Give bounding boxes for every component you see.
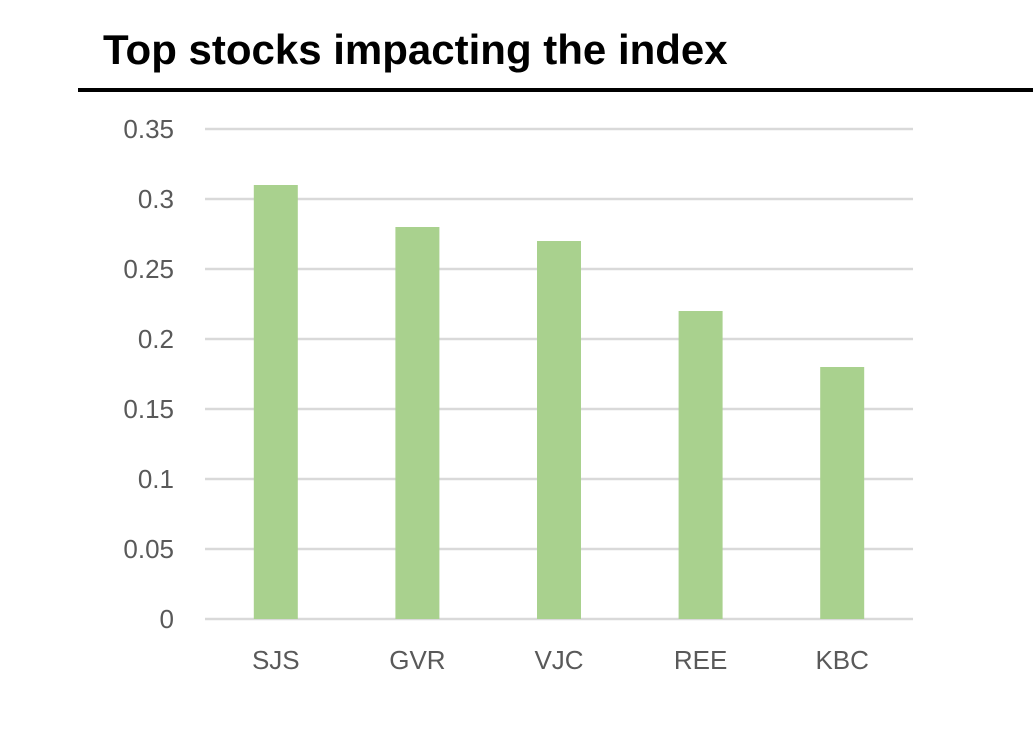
y-tick-label: 0.15 <box>123 394 174 424</box>
y-tick-label: 0 <box>160 604 174 634</box>
bar-vjc <box>537 241 581 619</box>
x-tick-label: VJC <box>534 645 583 675</box>
chart-title: Top stocks impacting the index <box>103 26 728 73</box>
y-tick-label: 0.35 <box>123 114 174 144</box>
y-axis-ticks: 0 0.05 0.1 0.15 0.2 0.25 0.3 0.35 <box>123 114 174 634</box>
x-axis-ticks: SJS GVR VJC REE KBC <box>252 645 869 675</box>
bar-gvr <box>395 227 440 619</box>
x-tick-label: REE <box>674 645 727 675</box>
bar-sjs <box>253 185 298 619</box>
x-tick-label: KBC <box>815 645 868 675</box>
bar-kbc <box>820 367 865 619</box>
y-tick-label: 0.2 <box>138 324 174 354</box>
y-tick-label: 0.05 <box>123 534 174 564</box>
x-tick-label: SJS <box>252 645 300 675</box>
y-tick-label: 0.3 <box>138 184 174 214</box>
gridlines <box>205 127 913 621</box>
y-tick-label: 0.1 <box>138 464 174 494</box>
title-divider <box>78 88 1033 92</box>
bars <box>253 185 865 619</box>
bar-ree <box>678 311 723 619</box>
y-tick-label: 0.25 <box>123 254 174 284</box>
x-tick-label: GVR <box>389 645 445 675</box>
